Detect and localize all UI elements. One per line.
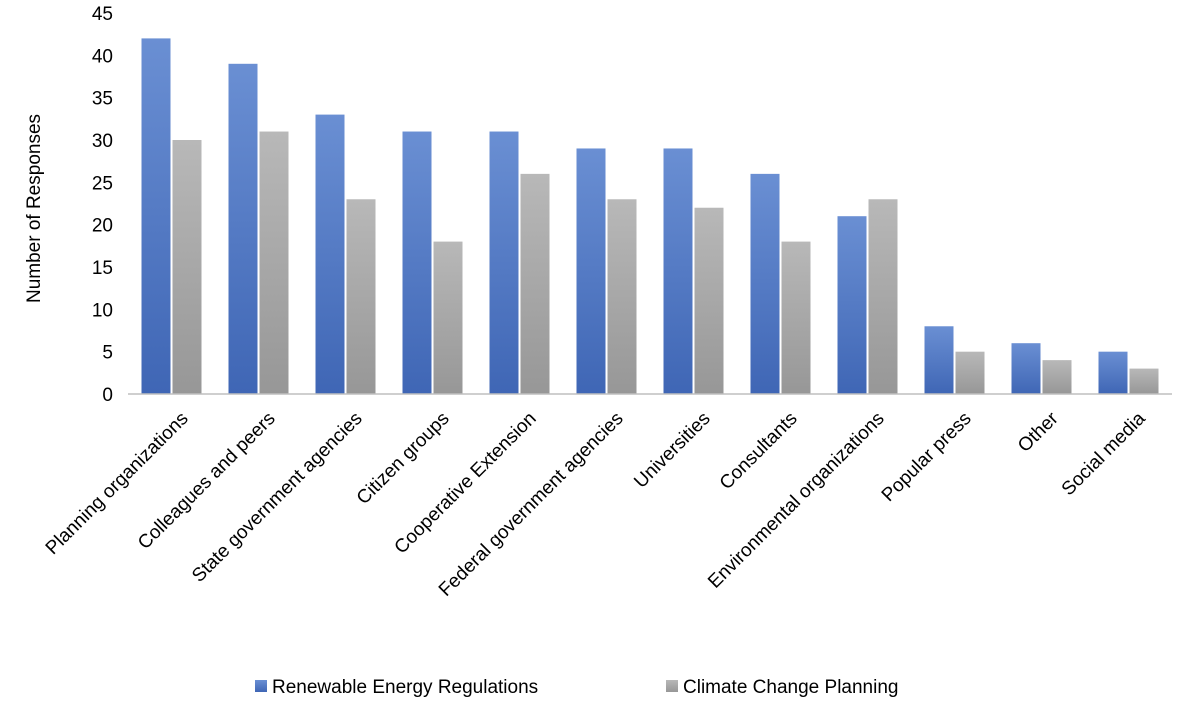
y-tick-label: 10	[92, 300, 113, 321]
bar-climate-4	[520, 173, 550, 394]
bar-climate-1	[259, 131, 289, 394]
bar-climate-9	[955, 351, 985, 394]
y-tick-label: 30	[92, 131, 113, 152]
y-tick-label: 0	[102, 385, 113, 406]
legend-swatch-renewable	[255, 680, 267, 692]
y-tick-label: 45	[92, 4, 113, 25]
bar-renewable-1	[228, 63, 258, 395]
bar-climate-7	[781, 241, 811, 394]
bar-renewable-8	[837, 216, 867, 394]
bar-renewable-0	[141, 38, 171, 395]
bar-climate-2	[346, 199, 376, 394]
bar-climate-3	[433, 241, 463, 394]
x-category-label: State government agencies	[188, 408, 366, 586]
x-category-label: Popular press	[878, 408, 976, 506]
bar-climate-10	[1042, 360, 1072, 394]
bar-renewable-10	[1011, 343, 1041, 394]
bar-climate-0	[172, 140, 202, 394]
x-category-label: Citizen groups	[353, 408, 454, 509]
bar-renewable-4	[489, 131, 519, 394]
x-category-label: Social media	[1058, 408, 1150, 500]
x-category-label: Consultants	[716, 408, 802, 494]
bar-renewable-11	[1098, 351, 1128, 394]
legend-swatch-climate	[666, 680, 678, 692]
y-tick-label: 15	[92, 258, 113, 279]
y-tick-label: 25	[92, 173, 113, 194]
bar-renewable-2	[315, 114, 345, 394]
legend-label-climate: Climate Change Planning	[683, 677, 898, 698]
y-axis-title: Number of Responses	[24, 114, 45, 303]
bars	[141, 38, 1159, 395]
bar-renewable-7	[750, 173, 780, 394]
bar-climate-11	[1129, 368, 1159, 394]
y-tick-label: 20	[92, 216, 113, 237]
x-category-label: Environmental organizations	[704, 408, 888, 592]
y-tick-label: 35	[92, 89, 113, 110]
y-axis-ticks: 0 5 10 15 20 25 30 35 40 45	[92, 4, 113, 406]
bar-renewable-9	[924, 326, 954, 394]
y-tick-label: 5	[102, 343, 113, 364]
x-category-label: Planning organizations	[42, 408, 193, 559]
bar-renewable-5	[576, 148, 606, 394]
y-tick-label: 40	[92, 46, 113, 67]
legend: Renewable Energy Regulations Climate Chan…	[255, 677, 898, 698]
x-category-label: Cooperative Extension	[391, 408, 541, 558]
x-category-label: Universities	[630, 408, 714, 492]
legend-label-renewable: Renewable Energy Regulations	[272, 677, 538, 698]
bar-climate-5	[607, 199, 637, 394]
x-category-label: Federal government agencies	[435, 408, 628, 601]
x-category-label: Other	[1014, 408, 1063, 457]
bar-renewable-3	[402, 131, 432, 394]
bar-renewable-6	[663, 148, 693, 394]
bar-climate-8	[868, 199, 898, 394]
bar-climate-6	[694, 207, 724, 394]
